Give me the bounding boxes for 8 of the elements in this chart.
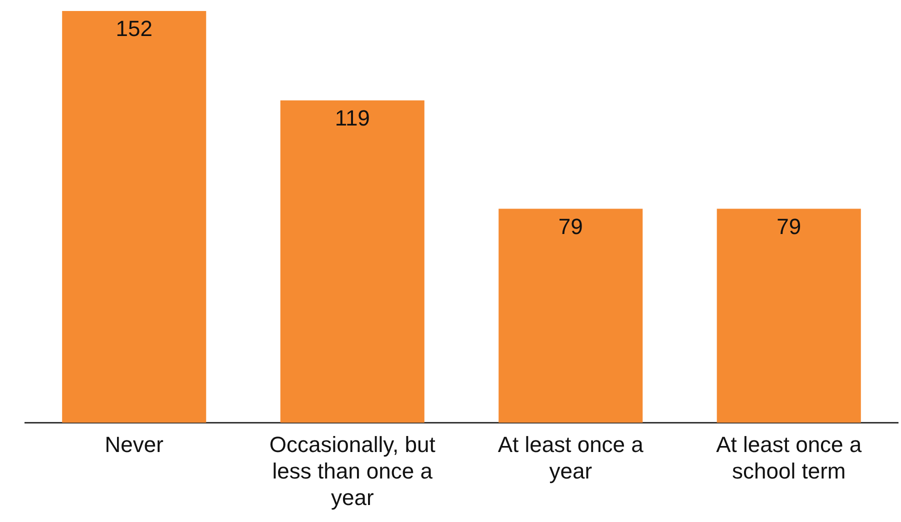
data-label: 119 — [334, 105, 370, 130]
x-tick-label: Never — [104, 432, 164, 458]
x-tick-label: At least once a year — [498, 432, 644, 484]
data-label: 152 — [116, 16, 152, 42]
data-label: 79 — [776, 214, 802, 239]
data-label: 79 — [558, 214, 583, 239]
x-tick-label: Occasionally, but less than once a year — [269, 432, 436, 510]
x-tick-label: At least once a school term — [716, 432, 862, 484]
